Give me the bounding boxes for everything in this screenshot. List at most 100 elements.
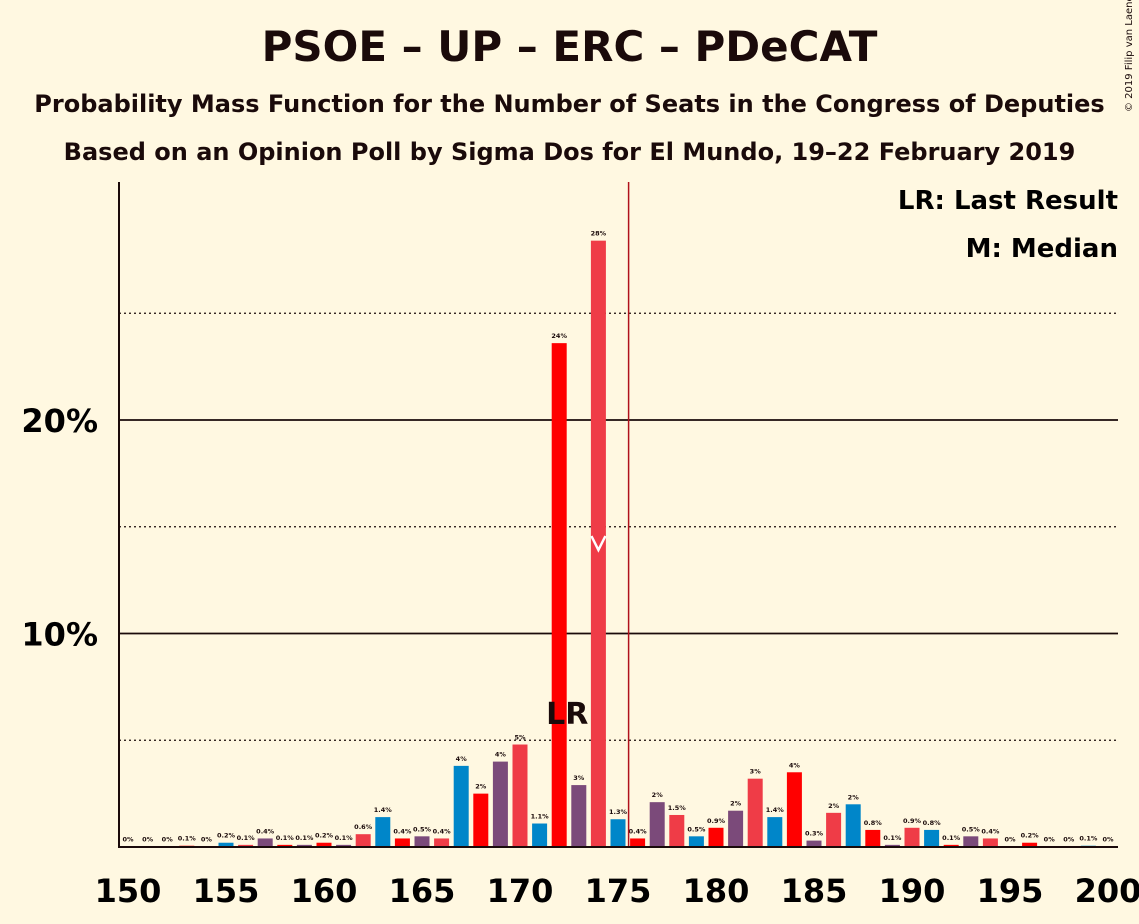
gridlines bbox=[119, 312, 1118, 741]
bar-label-152: 0% bbox=[162, 836, 174, 844]
bar-label-183: 1.4% bbox=[766, 806, 785, 814]
bar-label-176: 0.4% bbox=[629, 827, 648, 835]
bar-label-175: 1.3% bbox=[609, 808, 628, 816]
bar-193 bbox=[963, 836, 979, 847]
bar-label-166: 0.4% bbox=[433, 827, 452, 835]
x-tick-label: 170 bbox=[487, 872, 554, 910]
bar-165 bbox=[414, 836, 430, 847]
bar-label-190: 0.9% bbox=[903, 817, 922, 825]
bar-182 bbox=[747, 778, 763, 847]
bar-label-158: 0.1% bbox=[276, 834, 295, 842]
bar-label-157: 0.4% bbox=[256, 827, 275, 835]
x-tick-label: 175 bbox=[585, 872, 652, 910]
bar-label-196: 0.2% bbox=[1021, 832, 1040, 840]
bar-label-198: 0% bbox=[1063, 836, 1075, 844]
bar-196 bbox=[1022, 842, 1038, 847]
x-tick-label: 155 bbox=[193, 872, 260, 910]
chart-title: PSOE – UP – ERC – PDeCAT bbox=[261, 22, 878, 71]
bar-label-171: 1.1% bbox=[531, 813, 550, 821]
bar-label-199: 0.1% bbox=[1079, 835, 1098, 843]
bar-178 bbox=[669, 814, 685, 847]
x-tick-label: 160 bbox=[291, 872, 358, 910]
bar-label-188: 0.8% bbox=[864, 819, 883, 827]
bar-160 bbox=[316, 842, 332, 847]
last-result-marker: LR bbox=[546, 697, 588, 732]
bar-163 bbox=[375, 817, 391, 847]
bar-169 bbox=[492, 761, 508, 847]
bar-label-161: 0.1% bbox=[335, 834, 354, 842]
bar-label-174: 28% bbox=[591, 230, 607, 238]
bar-label-197: 0% bbox=[1044, 836, 1056, 844]
bar-label-169: 4% bbox=[495, 751, 507, 759]
bar-label-164: 0.4% bbox=[393, 827, 412, 835]
bar-label-172: 24% bbox=[551, 332, 567, 340]
bar-158 bbox=[277, 844, 293, 847]
median-marker-icon bbox=[590, 535, 607, 553]
bar-179 bbox=[688, 836, 704, 847]
bar-194 bbox=[982, 838, 998, 847]
bar-label-151: 0% bbox=[142, 836, 154, 844]
x-tick-label: 165 bbox=[389, 872, 456, 910]
bar-label-182: 3% bbox=[750, 768, 762, 776]
bar-192 bbox=[943, 844, 959, 847]
bar-label-159: 0.1% bbox=[295, 834, 314, 842]
bar-label-178: 1.5% bbox=[668, 804, 687, 812]
bar-label-163: 1.4% bbox=[374, 806, 393, 814]
bar-164 bbox=[394, 838, 410, 847]
bar-label-180: 0.9% bbox=[707, 817, 726, 825]
x-tick-label: 200 bbox=[1075, 872, 1139, 910]
bar-161 bbox=[336, 844, 352, 847]
legend-last-result: LR: Last Result bbox=[898, 186, 1118, 216]
bar-183 bbox=[767, 817, 783, 847]
bar-155 bbox=[218, 842, 234, 847]
bar-label-187: 2% bbox=[848, 793, 860, 801]
bar-184 bbox=[786, 772, 802, 847]
bar-172 bbox=[551, 343, 567, 847]
y-tick-label: 10% bbox=[21, 616, 98, 654]
x-tick-label: 190 bbox=[879, 872, 946, 910]
bar-label-167: 4% bbox=[456, 755, 468, 763]
x-tick-label: 180 bbox=[683, 872, 750, 910]
bar-168 bbox=[473, 793, 489, 847]
bar-label-168: 2% bbox=[475, 783, 487, 791]
bar-label-162: 0.6% bbox=[354, 823, 373, 831]
bar-157 bbox=[257, 838, 273, 847]
bar-label-189: 0.1% bbox=[883, 834, 902, 842]
legend-median: M: Median bbox=[966, 234, 1118, 264]
bar-label-160: 0.2% bbox=[315, 832, 334, 840]
bar-label-170: 5% bbox=[514, 734, 526, 742]
bar-value-labels: 0% 0% 0% 0.1% 0% 0.2% 0.1%0.4%0.1% 0.1% 0.2% 0.1%… bbox=[122, 230, 1114, 844]
bar-159 bbox=[296, 844, 312, 847]
bar-188 bbox=[865, 829, 881, 847]
bar-156 bbox=[238, 844, 254, 847]
bar-177 bbox=[649, 802, 665, 847]
bars bbox=[120, 240, 1116, 848]
chart-subtitle-2: Based on an Opinion Poll by Sigma Dos fo… bbox=[63, 138, 1076, 166]
bar-label-165: 0.5% bbox=[413, 825, 432, 833]
bar-label-155: 0.2% bbox=[217, 832, 236, 840]
chart-subtitle-1: Probability Mass Function for the Number… bbox=[34, 90, 1105, 118]
bar-label-181: 2% bbox=[730, 800, 742, 808]
bar-170 bbox=[512, 744, 528, 847]
bar-174 bbox=[590, 240, 606, 847]
bar-label-200: 0% bbox=[1102, 836, 1114, 844]
bar-label-184: 4% bbox=[789, 761, 801, 769]
bar-label-154: 0% bbox=[201, 836, 213, 844]
bar-173 bbox=[571, 785, 587, 847]
bar-label-177: 2% bbox=[652, 791, 664, 799]
y-tick-label: 20% bbox=[21, 402, 98, 440]
bar-label-193: 0.5% bbox=[962, 825, 981, 833]
bar-label-192: 0.1% bbox=[942, 834, 961, 842]
bar-176 bbox=[630, 838, 646, 847]
bar-185 bbox=[806, 840, 822, 847]
bar-166 bbox=[434, 838, 450, 847]
bar-191 bbox=[924, 829, 940, 847]
bar-label-153: 0.1% bbox=[178, 835, 197, 843]
bar-label-179: 0.5% bbox=[687, 825, 706, 833]
bar-label-195: 0% bbox=[1004, 836, 1016, 844]
x-tick-label: 185 bbox=[781, 872, 848, 910]
bar-label-191: 0.8% bbox=[923, 819, 942, 827]
bar-label-186: 2% bbox=[828, 802, 840, 810]
bar-180 bbox=[708, 827, 724, 847]
bar-label-173: 3% bbox=[573, 774, 585, 782]
